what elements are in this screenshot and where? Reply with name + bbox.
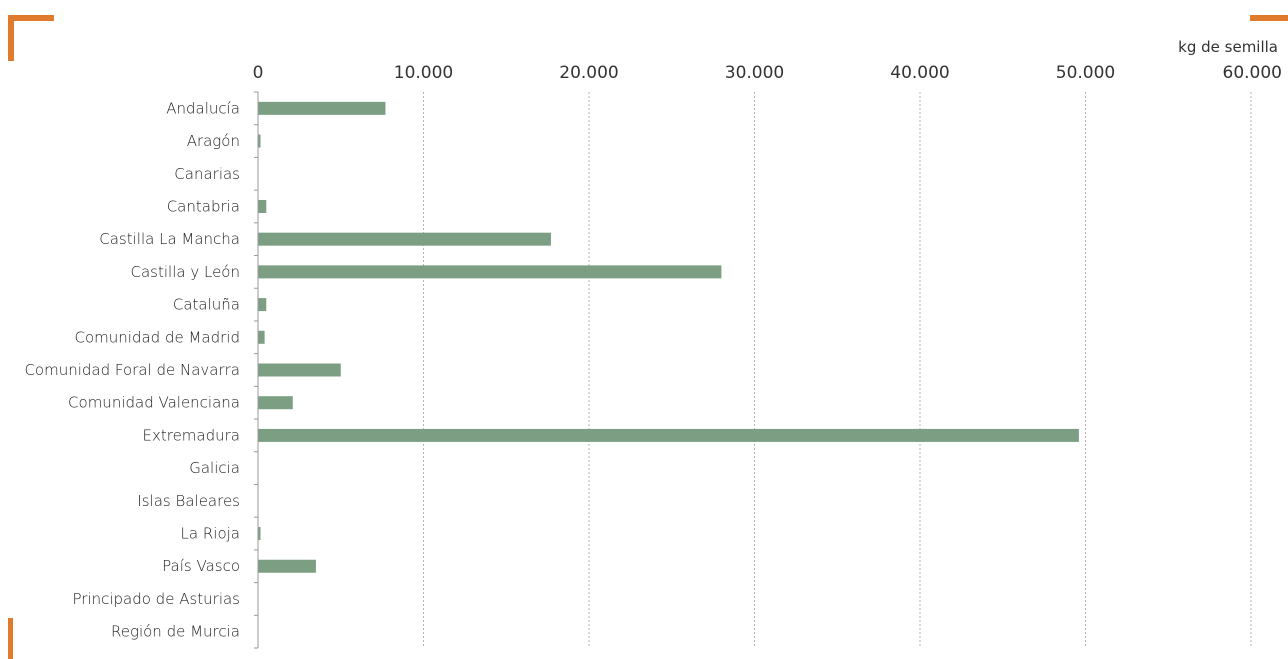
bar-3: [258, 199, 267, 213]
x-tick-label-4: 40.000: [890, 63, 949, 83]
category-label-7: Comunidad de Madrid: [75, 328, 240, 346]
category-label-4: Castilla La Mancha: [99, 230, 240, 248]
category-label-11: Galicia: [189, 459, 240, 477]
category-label-16: Región de Murcia: [111, 623, 240, 641]
x-tick-label-5: 50.000: [1056, 63, 1115, 83]
x-unit-label: kg de semilla: [1178, 38, 1278, 56]
x-tick-label-2: 20.000: [559, 63, 618, 83]
category-label-14: País Vasco: [162, 557, 240, 575]
x-tick-label-6: 60.000: [1223, 63, 1282, 83]
bar-8: [258, 363, 341, 377]
x-tick-labels: 0 10.000 20.000 30.000 40.000 50.000 60.000: [253, 63, 1282, 83]
category-label-13: La Rioja: [181, 525, 240, 543]
bar-9: [258, 396, 293, 410]
bar-7: [258, 330, 265, 344]
category-label-0: Andalucía: [166, 99, 240, 117]
x-tick-label-1: 10.000: [394, 63, 453, 83]
bar-13: [258, 527, 261, 541]
corner-accent-top-left-horizontal: [8, 15, 54, 21]
corner-accent-bottom-left: [8, 618, 13, 659]
category-label-6: Cataluña: [173, 296, 240, 314]
category-label-10: Extremadura: [143, 426, 241, 444]
category-label-1: Aragón: [187, 132, 240, 150]
bar-14: [258, 559, 316, 573]
axes: [254, 91, 259, 649]
x-tick-label-0: 0: [253, 63, 264, 83]
category-label-5: Castilla y León: [131, 263, 240, 281]
bars: [258, 101, 1079, 573]
bar-5: [258, 265, 722, 279]
category-labels: Andalucía Aragón Canarias Cantabria Castilla…: [24, 99, 240, 640]
bar-6: [258, 298, 267, 312]
corner-accent-top-left-vertical: [8, 15, 14, 61]
category-label-3: Cantabria: [167, 197, 240, 215]
x-tick-label-3: 30.000: [725, 63, 784, 83]
bar-4: [258, 232, 551, 246]
bar-1: [258, 134, 261, 148]
category-label-15: Principado de Asturias: [72, 590, 240, 608]
category-label-8: Comunidad Foral de Navarra: [24, 361, 240, 379]
category-label-9: Comunidad Valenciana: [68, 394, 240, 412]
bar-10: [258, 428, 1079, 442]
gridlines: [423, 92, 1252, 648]
category-label-2: Canarias: [174, 165, 240, 183]
corner-accent-top-right: [1250, 15, 1288, 21]
bar-0: [258, 101, 386, 115]
category-label-12: Islas Baleares: [137, 492, 240, 510]
